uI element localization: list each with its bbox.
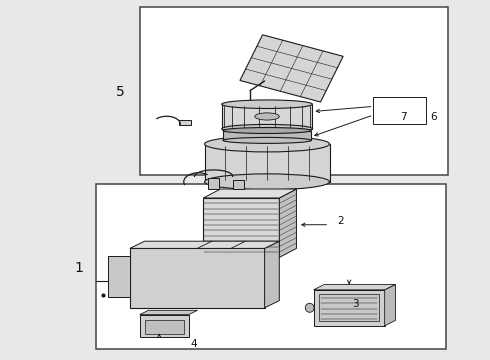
Text: 6: 6 xyxy=(430,112,437,122)
Bar xyxy=(179,120,191,125)
Polygon shape xyxy=(130,241,279,248)
Text: 4: 4 xyxy=(190,339,197,349)
Polygon shape xyxy=(314,284,395,290)
Ellipse shape xyxy=(205,136,330,152)
Polygon shape xyxy=(240,35,343,102)
Bar xyxy=(223,131,311,140)
Ellipse shape xyxy=(205,174,330,190)
Polygon shape xyxy=(140,310,197,315)
Ellipse shape xyxy=(305,303,314,312)
Bar xyxy=(314,290,385,326)
Ellipse shape xyxy=(223,127,311,134)
Bar xyxy=(221,104,313,129)
Text: 7: 7 xyxy=(400,112,407,122)
Bar xyxy=(140,7,448,175)
Ellipse shape xyxy=(223,138,311,143)
Ellipse shape xyxy=(222,100,313,108)
Text: 3: 3 xyxy=(352,299,359,309)
Bar xyxy=(233,180,244,189)
Ellipse shape xyxy=(255,113,279,120)
Polygon shape xyxy=(203,189,296,198)
Bar xyxy=(203,198,279,257)
Bar xyxy=(208,178,219,189)
Text: 1: 1 xyxy=(74,261,83,275)
Bar xyxy=(130,248,265,308)
Text: 5: 5 xyxy=(116,85,124,99)
Ellipse shape xyxy=(222,125,313,133)
Bar xyxy=(96,184,446,349)
Bar xyxy=(140,315,189,337)
Text: 2: 2 xyxy=(337,216,344,226)
Bar xyxy=(145,320,184,334)
Bar xyxy=(373,97,426,124)
Bar xyxy=(205,144,330,182)
Bar xyxy=(319,294,379,321)
Polygon shape xyxy=(385,284,395,326)
Polygon shape xyxy=(279,189,296,257)
Polygon shape xyxy=(265,241,279,308)
Bar xyxy=(108,256,130,297)
